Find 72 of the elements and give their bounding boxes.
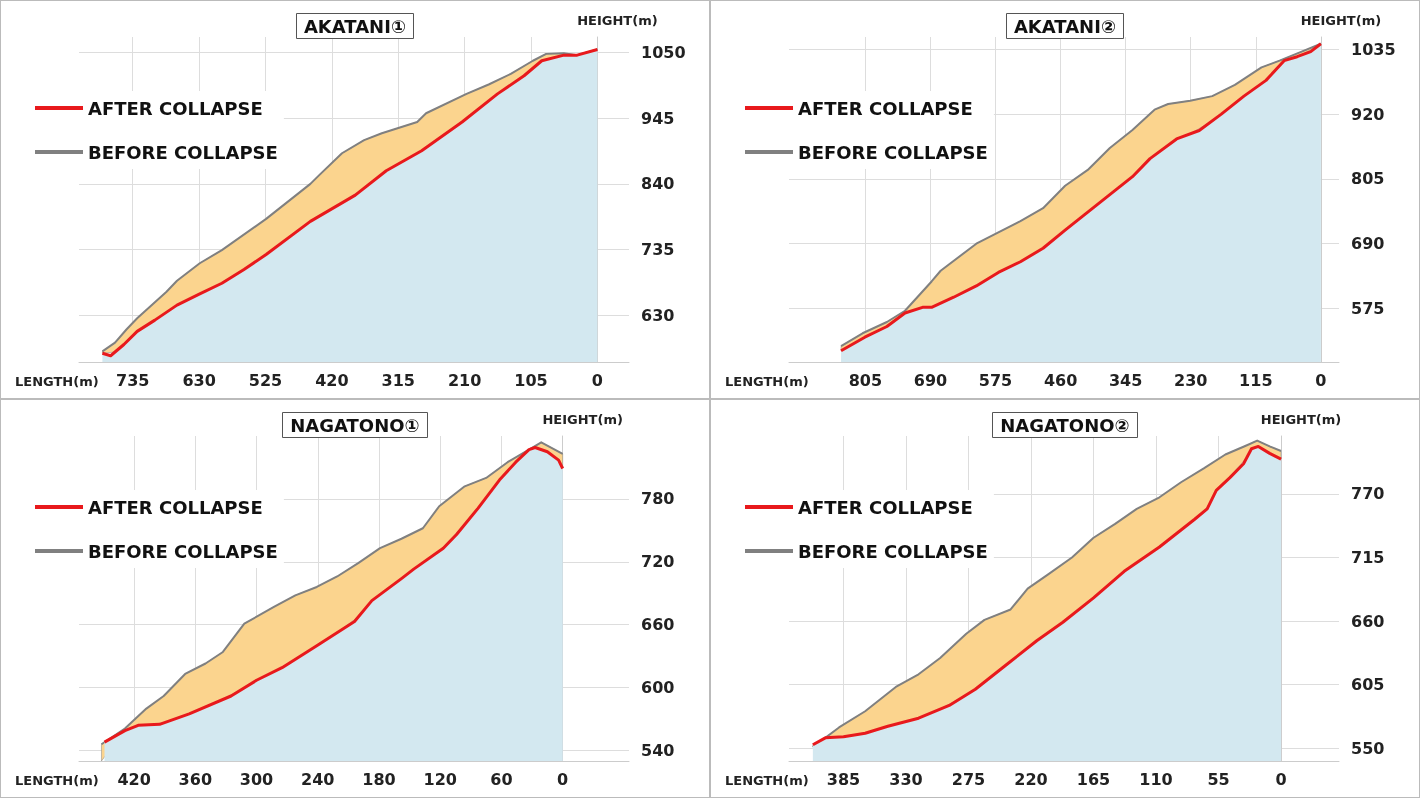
y-tick-label: 660	[1351, 611, 1385, 631]
y-tick-label: 840	[641, 174, 675, 194]
x-tick-label: 105	[514, 370, 548, 390]
y-tick-label: 715	[1351, 547, 1385, 567]
y-axis-title: HEIGHT(m)	[1300, 13, 1382, 28]
chart-title: AKATANI①	[303, 15, 407, 37]
x-tick-label: 165	[1076, 769, 1111, 789]
chart-title: NAGATONO①	[290, 414, 420, 436]
y-axis-title: HEIGHT(m)	[1260, 412, 1342, 427]
y-tick-label: 920	[1351, 104, 1385, 124]
x-tick-label: 55	[1207, 769, 1230, 789]
x-tick-label: 420	[315, 370, 349, 390]
x-tick-label: 300	[239, 769, 274, 789]
x-tick-label: 240	[301, 769, 335, 789]
x-axis-title: LENGTH(m)	[725, 374, 809, 389]
y-tick-label: 575	[1351, 298, 1385, 318]
y-tick-label: 720	[641, 552, 675, 572]
x-tick-label: 460	[1043, 370, 1078, 390]
x-tick-label: 120	[423, 769, 457, 789]
legend-label: AFTER COLLAPSE	[798, 496, 973, 518]
x-tick-label: 630	[182, 370, 216, 390]
y-tick-label: 1050	[641, 43, 686, 63]
x-tick-label: 275	[951, 769, 986, 789]
legend-label: BEFORE COLLAPSE	[88, 141, 278, 163]
y-tick-label: 660	[641, 615, 675, 635]
y-axis-title: HEIGHT(m)	[577, 13, 658, 28]
x-tick-label: 315	[381, 370, 415, 390]
y-tick-label: 945	[641, 108, 675, 128]
x-tick-label: 110	[1139, 769, 1173, 789]
x-tick-label: 690	[913, 370, 948, 390]
legend-label: BEFORE COLLAPSE	[798, 540, 988, 562]
x-tick-label: 735	[116, 370, 150, 390]
x-tick-label: 420	[117, 769, 151, 789]
legend-label: BEFORE COLLAPSE	[798, 141, 988, 163]
x-tick-label: 115	[1239, 370, 1273, 390]
x-axis-title: LENGTH(m)	[15, 374, 99, 389]
x-tick-label: 60	[490, 769, 513, 789]
x-tick-label: 345	[1108, 370, 1143, 390]
legend-label: AFTER COLLAPSE	[88, 496, 263, 518]
x-tick-label: 210	[447, 370, 482, 390]
x-tick-label: 805	[848, 370, 883, 390]
y-tick-label: 630	[641, 305, 675, 325]
x-tick-label: 0	[1275, 769, 1287, 789]
y-axis-title: HEIGHT(m)	[542, 412, 623, 427]
legend-label: BEFORE COLLAPSE	[88, 540, 278, 562]
legend-label: AFTER COLLAPSE	[88, 97, 263, 119]
y-tick-label: 780	[641, 489, 675, 509]
x-axis-title: LENGTH(m)	[15, 773, 99, 788]
y-tick-label: 690	[1351, 234, 1385, 254]
y-tick-label: 600	[641, 678, 675, 698]
x-tick-label: 0	[557, 769, 569, 789]
legend-label: AFTER COLLAPSE	[798, 97, 973, 119]
y-tick-label: 770	[1351, 484, 1385, 504]
x-tick-label: 360	[178, 769, 213, 789]
x-tick-label: 0	[591, 370, 603, 390]
x-axis-title: LENGTH(m)	[725, 773, 809, 788]
x-tick-label: 385	[826, 769, 861, 789]
y-tick-label: 550	[1351, 738, 1385, 758]
x-tick-label: 220	[1014, 769, 1048, 789]
y-tick-label: 540	[641, 741, 675, 761]
chart-title: AKATANI②	[1013, 15, 1117, 37]
y-tick-label: 805	[1351, 169, 1385, 189]
x-tick-label: 330	[889, 769, 923, 789]
x-tick-label: 525	[248, 370, 283, 390]
x-tick-label: 0	[1315, 370, 1327, 390]
y-tick-label: 605	[1351, 675, 1385, 695]
y-tick-label: 735	[641, 240, 675, 259]
x-tick-label: 230	[1174, 370, 1208, 390]
y-tick-label: 1035	[1351, 39, 1396, 59]
x-tick-label: 180	[362, 769, 396, 789]
x-tick-label: 575	[978, 370, 1013, 390]
chart-title: NAGATONO②	[1000, 414, 1130, 436]
